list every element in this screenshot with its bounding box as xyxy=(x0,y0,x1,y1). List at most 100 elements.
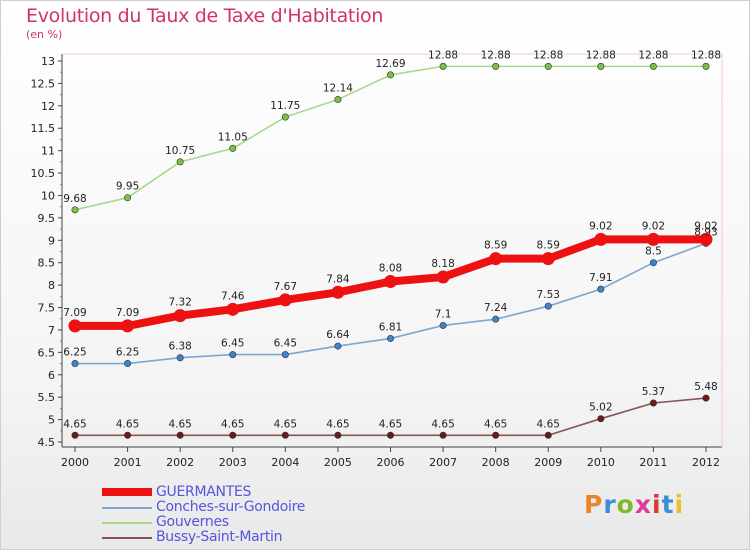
data-label-layer: 4.65 4.65 4.65 4.65 4.65 4.65 4.65 4.65 4.65 4.65… xyxy=(63,49,721,430)
data-label: 6.64 xyxy=(326,329,350,341)
unit-label: (en %) xyxy=(26,28,63,41)
data-point xyxy=(646,232,660,246)
data-label: 6.45 xyxy=(221,338,244,350)
data-point xyxy=(229,144,237,152)
y-tick-label: 11 xyxy=(41,145,55,158)
data-label: 4.65 xyxy=(63,418,86,430)
x-tick-label: 2000 xyxy=(61,456,89,469)
data-label: 12.69 xyxy=(375,58,405,70)
logo-letter: r xyxy=(603,490,617,519)
legend-swatch xyxy=(102,488,152,496)
data-label: 7.67 xyxy=(274,281,297,293)
data-label: 12.88 xyxy=(428,49,458,61)
data-point xyxy=(384,275,397,289)
y-tick-label: 8 xyxy=(48,279,55,292)
chart-axes: 4.555.566.577.588.599.51010.51111.51212.… xyxy=(31,53,723,469)
logo-letter: i xyxy=(674,490,685,519)
series-line xyxy=(74,65,707,211)
data-label: 4.65 xyxy=(484,418,507,430)
logo-letter: x xyxy=(634,490,652,519)
logo-letter: o xyxy=(616,490,635,519)
y-tick-label: 8.5 xyxy=(38,257,56,270)
data-point xyxy=(124,360,132,368)
data-label: 12.88 xyxy=(638,49,668,61)
y-tick-label: 5.5 xyxy=(38,391,56,404)
data-point xyxy=(597,415,605,423)
x-tick-label: 2011 xyxy=(639,456,667,469)
data-label: 4.65 xyxy=(274,418,297,430)
x-tick-label: 2009 xyxy=(534,456,562,469)
x-tick-label: 2004 xyxy=(271,456,299,469)
data-label: 6.45 xyxy=(274,338,297,350)
data-point xyxy=(124,431,132,439)
data-label: 5.48 xyxy=(694,381,717,393)
data-point xyxy=(386,431,394,439)
data-point xyxy=(492,62,500,70)
data-point xyxy=(436,270,450,284)
data-point xyxy=(649,259,657,267)
data-label: 7.09 xyxy=(63,307,86,319)
data-label: 7.32 xyxy=(168,297,191,309)
data-label: 12.88 xyxy=(481,49,511,61)
data-point xyxy=(334,96,342,104)
data-point xyxy=(544,62,552,70)
data-label: 11.75 xyxy=(270,100,300,112)
data-label: 11.05 xyxy=(218,131,248,143)
proxiti-logo: Proxiti xyxy=(584,490,684,519)
data-label: 4.65 xyxy=(379,418,402,430)
y-tick-label: 6.5 xyxy=(38,346,56,359)
logo-letter: P xyxy=(584,490,604,519)
data-point xyxy=(439,321,447,329)
data-label: 7.1 xyxy=(435,308,452,320)
data-point xyxy=(594,232,608,246)
data-point xyxy=(597,62,605,70)
data-point xyxy=(597,285,605,293)
data-point xyxy=(334,431,342,439)
data-point xyxy=(492,431,500,439)
data-point xyxy=(71,431,79,439)
data-label: 7.46 xyxy=(221,290,245,302)
x-tick-label: 2010 xyxy=(587,456,615,469)
data-label: 9.02 xyxy=(694,220,717,232)
data-point xyxy=(439,431,447,439)
data-point xyxy=(176,158,184,166)
y-tick-label: 6 xyxy=(48,369,55,382)
legend-label: Conches-sur-Gondoire xyxy=(156,499,306,515)
y-tick-label: 12 xyxy=(41,100,55,113)
data-point xyxy=(124,194,132,202)
x-tick-label: 2007 xyxy=(429,456,457,469)
data-label: 4.65 xyxy=(168,418,191,430)
data-point xyxy=(278,293,292,307)
data-label: 6.81 xyxy=(379,321,402,333)
data-label: 12.88 xyxy=(691,49,721,61)
data-label: 10.75 xyxy=(165,145,195,157)
y-tick-label: 11.5 xyxy=(31,122,56,135)
data-label: 7.09 xyxy=(116,307,139,319)
data-point xyxy=(489,252,503,266)
data-label: 5.02 xyxy=(589,402,612,414)
y-tick-label: 5 xyxy=(48,414,55,427)
data-point xyxy=(226,302,240,316)
x-tick-label: 2006 xyxy=(377,456,405,469)
data-point xyxy=(281,351,289,359)
logo-letter: t xyxy=(661,490,675,519)
data-label: 9.95 xyxy=(116,181,139,193)
data-point xyxy=(544,431,552,439)
data-label: 9.02 xyxy=(589,220,612,232)
data-label: 8.59 xyxy=(537,240,560,252)
data-label: 9.68 xyxy=(63,193,86,205)
data-point xyxy=(281,113,289,121)
x-tick-label: 2012 xyxy=(692,456,720,469)
data-label: 12.88 xyxy=(533,49,563,61)
data-label: 8.93 xyxy=(694,226,717,238)
data-label: 8.59 xyxy=(484,240,507,252)
x-tick-label: 2008 xyxy=(482,456,510,469)
data-point xyxy=(649,62,657,70)
data-label: 8.5 xyxy=(645,246,662,258)
legend-label: GUERMANTES xyxy=(156,484,252,500)
series-layer xyxy=(68,62,713,439)
data-label: 7.91 xyxy=(589,272,612,284)
data-point xyxy=(699,232,713,246)
data-point xyxy=(334,342,342,350)
